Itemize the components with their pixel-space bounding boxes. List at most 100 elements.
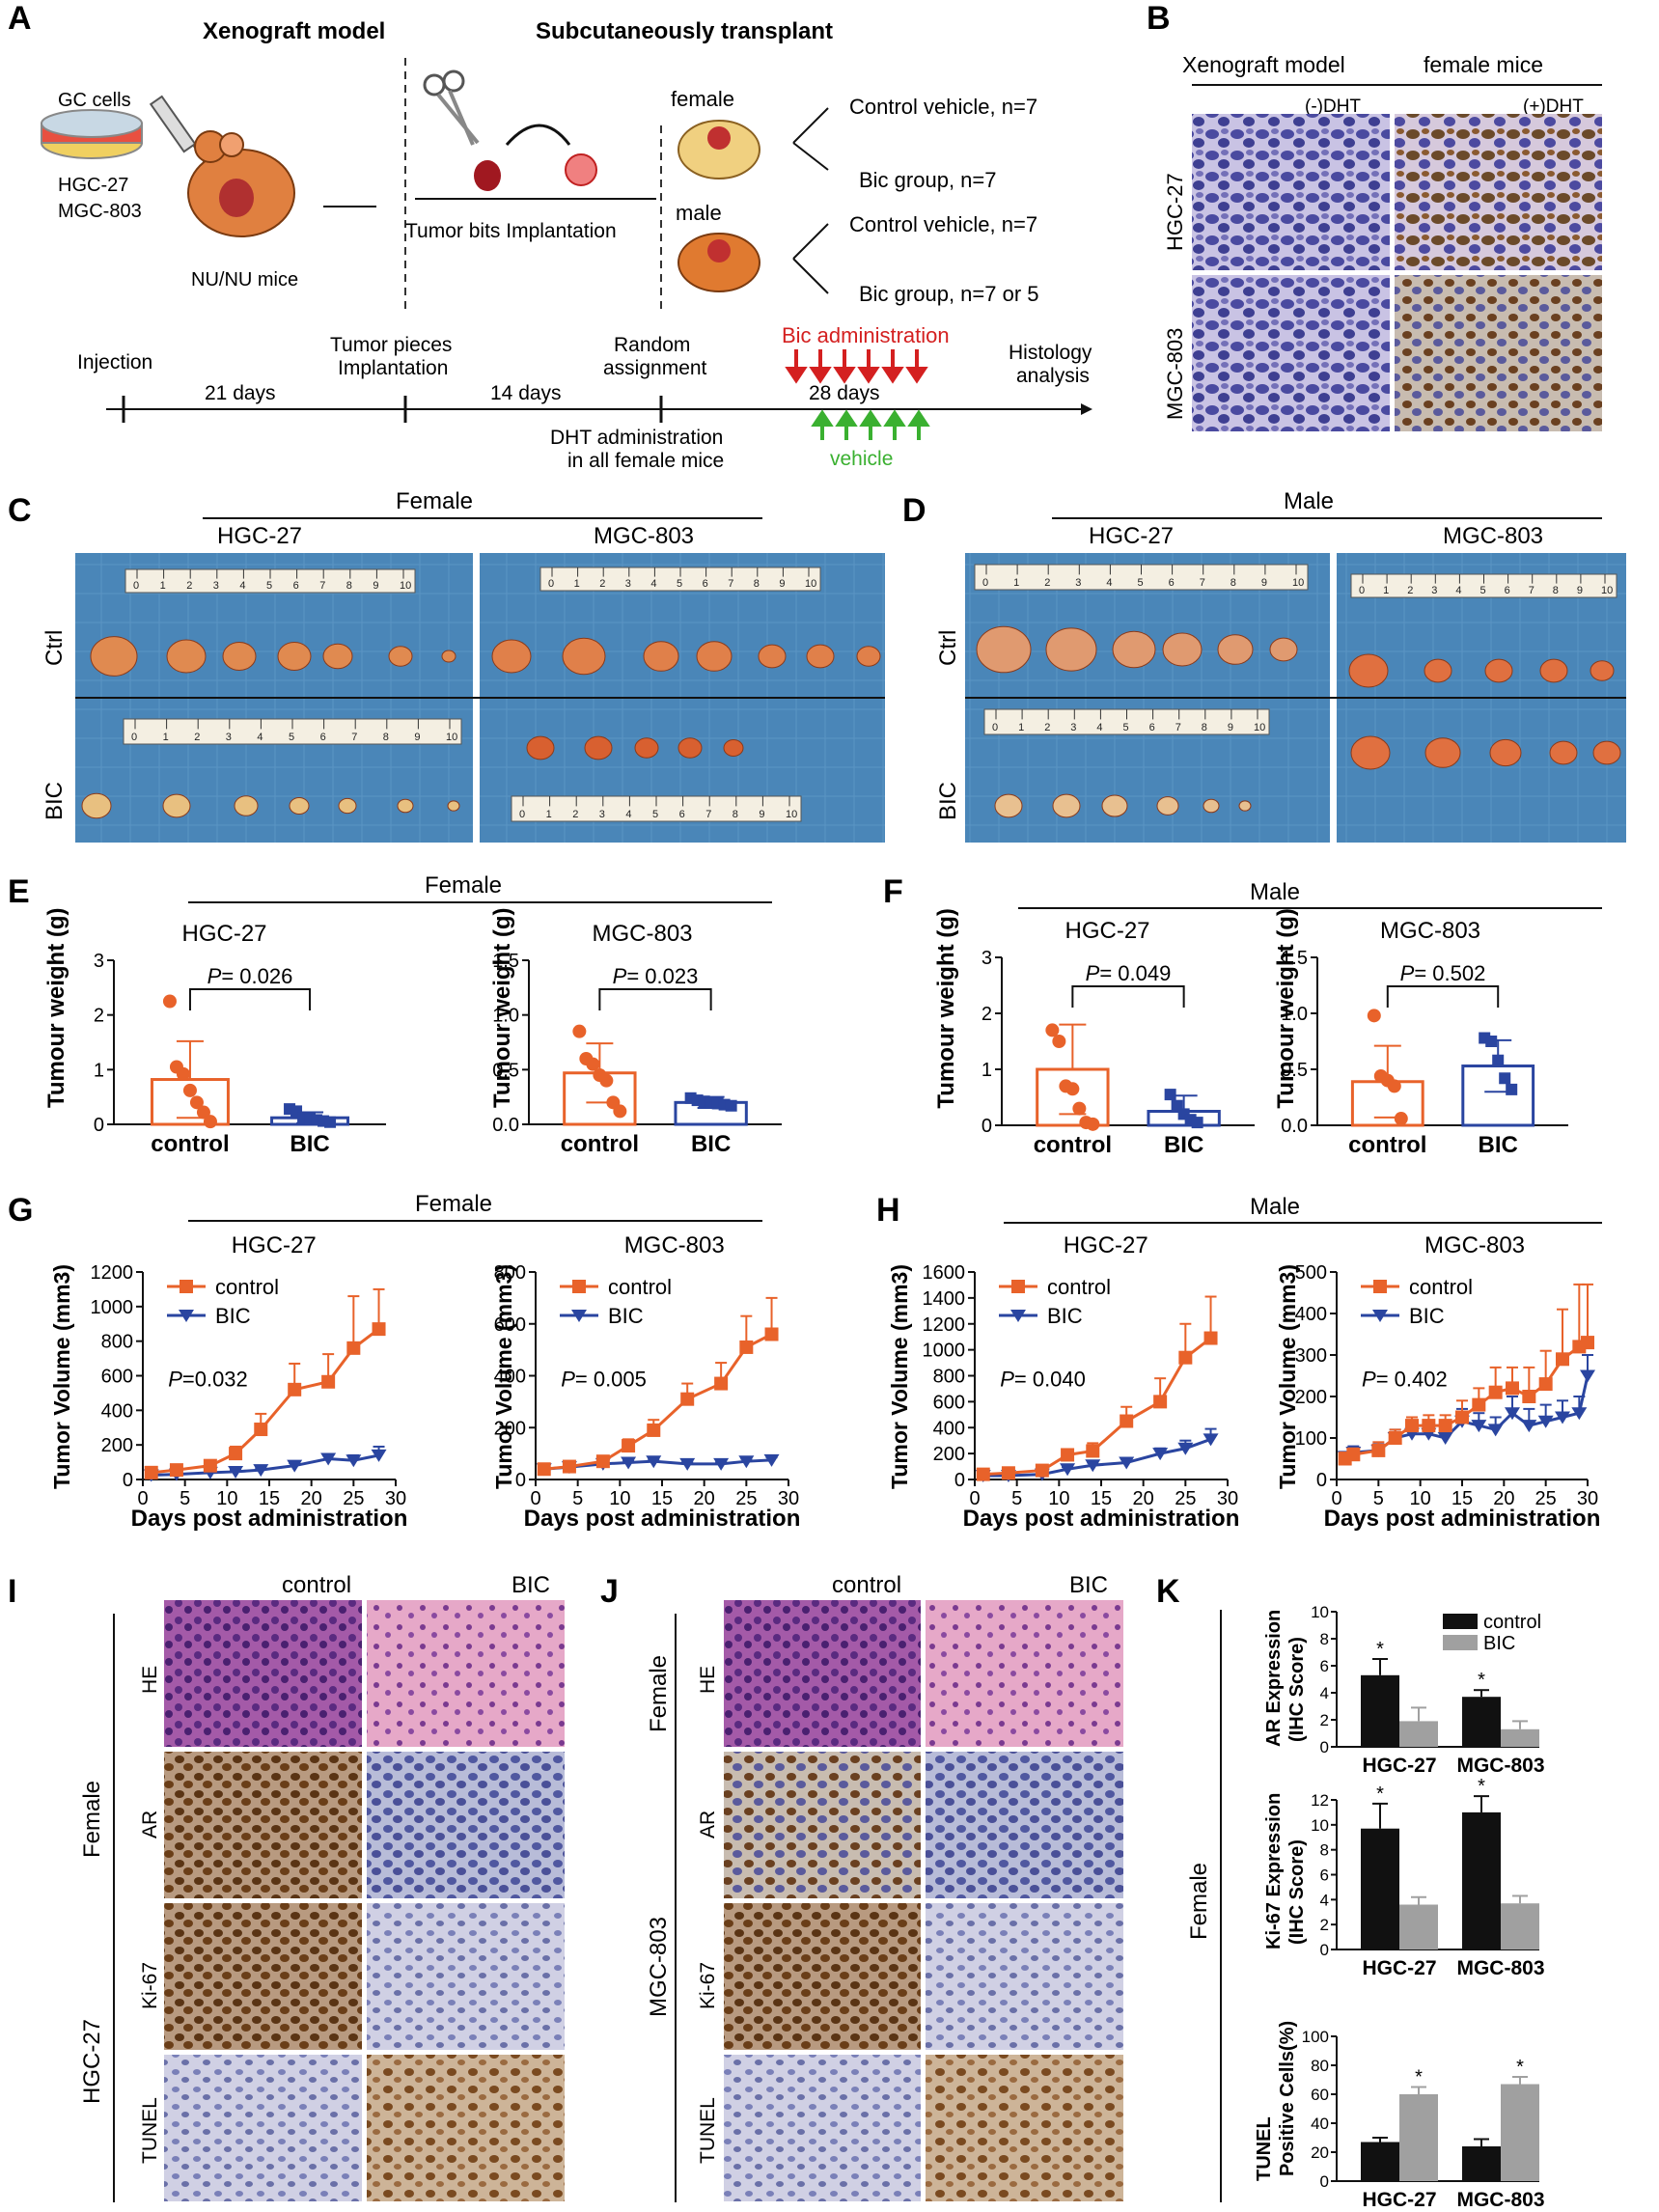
x-tick-label: 5	[1373, 1488, 1384, 1509]
ruler-tick-label: 5	[1123, 722, 1129, 733]
female-bic-label: Bic group, n=7	[859, 168, 996, 192]
timeline-tumor-pieces: Tumor pieces	[330, 334, 452, 356]
data-point	[346, 1454, 362, 1468]
x-category-label: control	[1034, 1132, 1112, 1158]
y-axis-label-1: AR Expression	[1263, 1610, 1285, 1747]
legend-marker	[1011, 1280, 1025, 1293]
tumor	[643, 641, 679, 672]
y-tick-label: 0	[1320, 2172, 1329, 2191]
ruler-tick-label: 1	[163, 732, 169, 743]
data-point	[228, 1465, 244, 1479]
y-tick-label: 800	[933, 1367, 965, 1388]
bar-control	[1350, 1080, 1424, 1127]
x-tick-label: 10	[609, 1488, 630, 1509]
y-tick-label: 1.0	[1281, 1004, 1308, 1025]
y-axis-label-2: (IHC Score)	[1286, 1839, 1308, 1945]
panel-j-he-control	[724, 1600, 921, 1747]
ruler-tick-label: 6	[1149, 722, 1155, 733]
panel-d-left: HGC-27	[1089, 523, 1174, 549]
data-point	[1405, 1419, 1419, 1433]
ruler-tick-label: 3	[599, 809, 605, 820]
y-tick-label: 1.0	[492, 1006, 519, 1027]
ruler-tick-label: 0	[519, 809, 525, 820]
data-point	[763, 1453, 780, 1467]
tumor	[1052, 793, 1081, 818]
bic-admin-label: Bic administration	[782, 323, 950, 347]
x-tick-label: 25	[1535, 1488, 1557, 1509]
x-category-label: BIC	[691, 1131, 731, 1157]
nude-mouse-icon	[187, 130, 295, 237]
panel-f-header: F Male	[883, 873, 1602, 910]
significance-bracket	[1071, 985, 1185, 1008]
y-tick-label: 12	[1311, 1791, 1329, 1810]
tumor	[1238, 800, 1252, 812]
y-tick-label: 1	[982, 1060, 992, 1081]
data-point	[1394, 1112, 1408, 1126]
ruler-tick-label: 0	[131, 732, 137, 743]
panel-d-row-bic: BIC	[935, 782, 961, 820]
ruler-tick-label: 2	[599, 578, 605, 590]
tumor	[1484, 658, 1513, 683]
significance-star: *	[1478, 1670, 1485, 1691]
panel-e-sex: Female	[425, 872, 502, 899]
data-point	[764, 1327, 779, 1341]
panel-b-header-left: Xenograft model	[1182, 52, 1345, 77]
y-tick-label: 600	[101, 1367, 133, 1388]
chart-title: MGC-803	[593, 921, 693, 947]
tumor	[1217, 634, 1254, 665]
chart-f-hgc27: HGC-27 Tumour weight (g) 0 1 2 3 control BIC P= …	[933, 908, 1255, 1158]
tumor	[584, 735, 613, 760]
y-tick-label: 100	[1302, 2028, 1329, 2046]
series-line-control	[151, 1327, 380, 1475]
tumor	[1590, 660, 1615, 681]
chart-title: HGC-27	[232, 1232, 317, 1258]
tumor	[1549, 740, 1578, 765]
x-category-label: BIC	[290, 1131, 329, 1157]
curved-arrow-icon	[505, 124, 571, 146]
data-point	[739, 1340, 754, 1354]
ruler-tick-label: 1	[546, 809, 552, 820]
ruler-tick-label: 1	[574, 578, 580, 590]
y-tick-label: 0.0	[1281, 1116, 1308, 1137]
ruler-tick-label: 3	[226, 732, 232, 743]
ruler-c-hgc27-ctrl	[124, 568, 416, 594]
x-category-label: MGC-803	[1456, 1957, 1544, 1979]
data-point	[1522, 1390, 1536, 1403]
ruler-tick-label: 0	[982, 577, 988, 589]
panel-letter-b: B	[1147, 0, 1171, 37]
panel-a-title-left: Xenograft model	[203, 18, 385, 44]
x-tick-label: 5	[572, 1488, 583, 1509]
y-tick-label: 0	[1320, 1738, 1329, 1756]
data-point	[562, 1459, 576, 1474]
bar-control	[1462, 1811, 1501, 1949]
ruler-tick-label: 2	[1044, 722, 1050, 733]
panel-letter-d: D	[902, 492, 926, 529]
ihc-mgc803-plus-dht	[1395, 275, 1602, 431]
rulers-c: 0 1 2 3 4 5 6 7 8 9 10 0 1 2 3 4 5 6 7 8 9 10 0 1 2 3 4 5 6 7 8 9 10 0 1 2 3…	[123, 567, 821, 822]
ruler-tick-label: 5	[289, 732, 294, 743]
col-minus-dht: (-)DHT	[1305, 97, 1361, 117]
panel-k-side-label: Female	[1186, 1863, 1212, 1940]
tumor	[447, 800, 460, 812]
y-axis-label-2: (IHC Score)	[1286, 1637, 1308, 1742]
x-tick-label: 0	[137, 1488, 148, 1509]
y-tick-label: 200	[494, 1418, 526, 1439]
legend-marker	[179, 1310, 194, 1322]
y-tick-label: 1	[94, 1060, 104, 1081]
male-label: male	[676, 201, 722, 225]
legend-label: BIC	[1483, 1633, 1515, 1654]
tumor	[222, 642, 257, 671]
y-tick-label: 20	[1311, 2143, 1329, 2162]
ihc-hgc27-minus-dht	[1192, 114, 1390, 270]
panel-j-ki67-control	[724, 1903, 921, 2050]
data-point	[1035, 1463, 1049, 1478]
ruler-tick-label: 7	[705, 809, 711, 820]
data-point	[1387, 1079, 1401, 1093]
male-mouse-icon	[677, 233, 760, 292]
timeline-assignment: assignment	[603, 357, 707, 379]
panel-d-sex: Male	[1284, 488, 1334, 514]
y-tick-label: 10	[1311, 1603, 1329, 1621]
ruler-tick-label: 2	[194, 732, 200, 743]
bar-BIC	[1501, 1903, 1539, 1949]
data-point	[599, 1073, 614, 1088]
